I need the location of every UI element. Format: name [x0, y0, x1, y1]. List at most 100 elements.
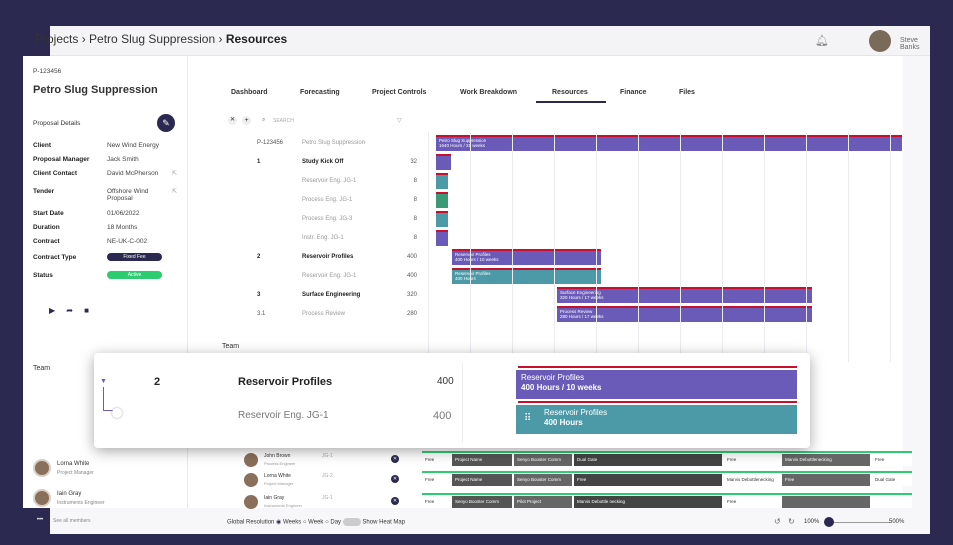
table-row[interactable]: Instr. Eng. JG-1 8: [229, 233, 419, 251]
remove-icon[interactable]: ✕: [391, 455, 399, 463]
table-row[interactable]: P-123456 Petro Slug Suppression: [229, 138, 419, 156]
row-name: Process Eng. JG-3: [302, 216, 353, 222]
row-name: Reservoir Eng. JG-1: [302, 273, 357, 279]
edit-icon[interactable]: ✎: [157, 114, 175, 132]
gantt-bar[interactable]: Surface Engineering 320 Hours / 17 weeks: [557, 289, 812, 303]
gantt-gridline: [512, 132, 513, 362]
deadline-line: [436, 173, 448, 175]
avatar[interactable]: [869, 30, 891, 52]
team-label: Team: [33, 365, 51, 372]
drag-handle-icon[interactable]: ⠿: [524, 413, 532, 424]
breadcrumb-root[interactable]: Projects: [35, 32, 79, 46]
bell-icon[interactable]: 🔔︎: [815, 35, 829, 47]
copy-icon[interactable]: ■: [84, 306, 89, 315]
avatar: [244, 473, 258, 487]
radio-day-label[interactable]: Day: [330, 519, 342, 526]
zoom-slider[interactable]: [830, 522, 890, 523]
breadcrumb-separator: ›: [218, 32, 226, 46]
user-name[interactable]: Steve Banks: [900, 37, 920, 51]
see-all-members-link[interactable]: See all members: [53, 518, 91, 524]
tree-connector: [103, 387, 104, 411]
gantt-bar[interactable]: Petro Slug Suppression 1640 Hours / 31 we…: [436, 137, 902, 151]
deadline-line: [518, 401, 797, 403]
remove-icon[interactable]: ✕: [391, 475, 399, 483]
tab-work-breakdown[interactable]: Work Breakdown: [460, 89, 518, 96]
tree-connector: [103, 410, 117, 411]
heat-map-toggle[interactable]: [342, 518, 361, 526]
breadcrumb-project[interactable]: Petro Slug Suppression: [89, 32, 216, 46]
tab-finance[interactable]: Finance: [620, 89, 647, 96]
gantt-gridline: [680, 132, 681, 362]
row-name: Study Kick Off: [302, 159, 344, 165]
filter-icon[interactable]: ▽: [397, 118, 402, 124]
table-row[interactable]: Process Eng. JG-1 8: [229, 195, 419, 213]
chevron-down-icon[interactable]: ▼: [100, 378, 107, 385]
gantt-bar[interactable]: [436, 175, 448, 189]
deadline-line: [436, 211, 448, 213]
undo-icon[interactable]: ↺: [774, 517, 781, 526]
gantt-gridline: [596, 132, 597, 362]
team-member: Iain Gray Instruments Engineer: [33, 489, 183, 515]
table-row[interactable]: 1 Study Kick Off 32: [229, 157, 419, 175]
gantt-bar[interactable]: Reservoir Profiles 400 Hours / 10 weeks: [516, 370, 797, 399]
breadcrumb-separator: ›: [81, 32, 90, 46]
zoomed-row-callout: ▼ 2 Reservoir Profiles 400 Reservoir Eng…: [94, 353, 810, 448]
resolution-label: Global Resolution: [227, 519, 275, 526]
zoom-max: 500%: [889, 519, 905, 525]
tab-project-controls[interactable]: Project Controls: [372, 89, 427, 96]
tab-resources[interactable]: Resources: [552, 89, 588, 96]
tab-files[interactable]: Files: [679, 89, 695, 96]
avatar: [33, 489, 51, 507]
row-name: Process Review: [302, 311, 346, 317]
radio-week-label[interactable]: Week: [308, 519, 324, 526]
gantt-bar[interactable]: ⠿ Reservoir Profiles 400 Hours: [516, 405, 797, 434]
tab-forecasting[interactable]: Forecasting: [300, 89, 340, 96]
gantt-bar[interactable]: Reservoir Profiles 400 Hours / 10 weeks: [452, 251, 601, 265]
table-row[interactable]: 3 Surface Engineering 320: [229, 290, 419, 308]
share-icon[interactable]: ➦: [66, 306, 73, 315]
gantt-bar[interactable]: [436, 213, 448, 227]
resolution-bar: Global Resolution ◉ Weeks ○ Week ○ Day S…: [227, 518, 405, 526]
zoom-slider-handle[interactable]: [824, 517, 834, 527]
table-row[interactable]: 3.1 Process Review 280: [229, 309, 419, 327]
remove-icon[interactable]: ✕: [391, 497, 399, 505]
row-id: 3.1: [257, 311, 266, 317]
row-name: Petro Slug Suppression: [302, 140, 366, 146]
heat-map-label: Show Heat Map: [362, 519, 406, 526]
gantt-bar[interactable]: Process Review 280 Hours / 17 weeks: [557, 308, 812, 322]
gantt-bar[interactable]: [436, 156, 451, 170]
gantt-gridline: [428, 132, 429, 362]
team-row[interactable]: Iain Gray Instruments Engineer JG-1 ✕ Free Se…: [214, 493, 914, 513]
radio-icon[interactable]: ○: [325, 519, 329, 526]
collapse-icon[interactable]: ✕: [228, 116, 237, 125]
tab-dashboard[interactable]: Dashboard: [231, 89, 268, 96]
gantt-bar[interactable]: Reservoir Profiles 400 Hours: [452, 270, 601, 284]
external-link-icon[interactable]: ⇱: [172, 171, 178, 177]
gantt-bar[interactable]: [436, 194, 448, 208]
row-hours: 400: [406, 273, 417, 279]
more-icon[interactable]: •••: [33, 516, 47, 526]
external-link-icon[interactable]: ⇱: [172, 189, 178, 195]
team-row[interactable]: John Brown Process Engineer JG-1 ✕ Free Proje…: [214, 451, 914, 471]
team-row[interactable]: Lorna White Project Manager JG-2 ✕ Free Proje…: [214, 471, 914, 491]
search-input[interactable]: SEARCH: [273, 118, 294, 124]
table-row[interactable]: Reservoir Eng. JG-1 400: [229, 271, 419, 289]
tree-node[interactable]: [112, 408, 122, 418]
row-id: 3: [257, 292, 261, 298]
radio-weeks-label[interactable]: Weeks: [282, 519, 302, 526]
table-row[interactable]: Process Eng. JG-3 8: [229, 214, 419, 232]
gantt-bar[interactable]: [436, 232, 448, 246]
add-icon[interactable]: +: [242, 116, 251, 125]
project-name: Petro Slug Suppression: [33, 84, 158, 96]
row-hours: 8: [413, 197, 417, 203]
row-hours: 8: [413, 235, 417, 241]
table-row[interactable]: 2 Reservoir Profiles 400: [229, 252, 419, 270]
gantt-gridline: [764, 132, 765, 362]
export-icon[interactable]: ▶: [49, 306, 56, 315]
deadline-line: [436, 192, 448, 194]
radio-icon[interactable]: ◉: [276, 519, 282, 526]
table-row[interactable]: Reservoir Eng. JG-1 8: [229, 176, 419, 194]
status-dropdown[interactable]: Active: [107, 271, 162, 279]
radio-icon[interactable]: ○: [302, 519, 307, 526]
redo-icon[interactable]: ↻: [788, 517, 795, 526]
